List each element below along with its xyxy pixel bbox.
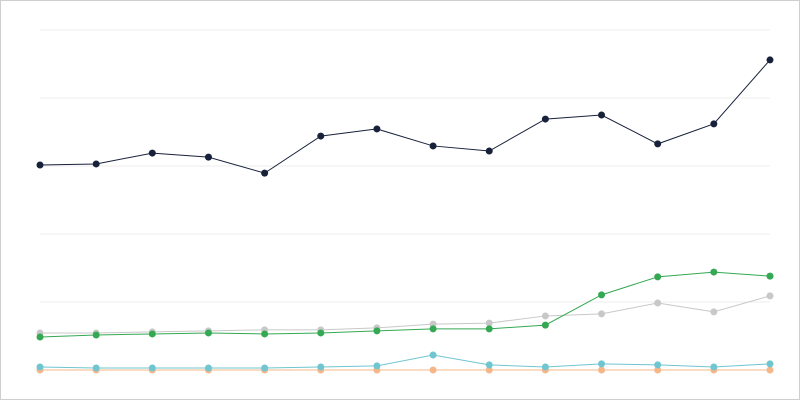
point — [485, 366, 493, 374]
point — [598, 291, 606, 299]
point — [317, 132, 325, 140]
point — [541, 115, 549, 123]
point — [654, 361, 662, 369]
point — [429, 142, 437, 150]
point — [92, 331, 100, 339]
point — [654, 299, 662, 307]
point — [373, 362, 381, 370]
point — [36, 363, 44, 371]
point — [36, 333, 44, 341]
point — [261, 364, 269, 372]
point — [429, 366, 437, 374]
series-line — [39, 271, 771, 338]
point — [710, 308, 718, 316]
point — [261, 169, 269, 177]
point — [261, 330, 269, 338]
point — [654, 366, 662, 374]
point — [710, 268, 718, 276]
series-line — [39, 354, 771, 369]
point — [766, 366, 774, 374]
point — [541, 363, 549, 371]
point — [148, 149, 156, 157]
point — [373, 125, 381, 133]
point — [317, 329, 325, 337]
point — [598, 111, 606, 119]
point — [148, 364, 156, 372]
point — [36, 161, 44, 169]
point — [766, 56, 774, 64]
point — [766, 360, 774, 368]
point — [654, 273, 662, 281]
point — [204, 153, 212, 161]
point — [148, 330, 156, 338]
point — [541, 321, 549, 329]
point — [710, 120, 718, 128]
point — [485, 147, 493, 155]
point — [317, 363, 325, 371]
point — [766, 292, 774, 300]
point — [485, 319, 493, 327]
point — [204, 329, 212, 337]
point — [429, 351, 437, 359]
point — [541, 312, 549, 320]
point — [429, 325, 437, 333]
point — [710, 363, 718, 371]
point — [485, 325, 493, 333]
point — [654, 140, 662, 148]
point — [92, 364, 100, 372]
point — [485, 361, 493, 369]
point — [598, 310, 606, 318]
point — [598, 360, 606, 368]
series-line — [39, 59, 771, 174]
point — [598, 366, 606, 374]
point — [92, 160, 100, 168]
series-line — [40, 295, 771, 334]
point — [766, 272, 774, 280]
point — [373, 327, 381, 335]
point — [204, 364, 212, 372]
